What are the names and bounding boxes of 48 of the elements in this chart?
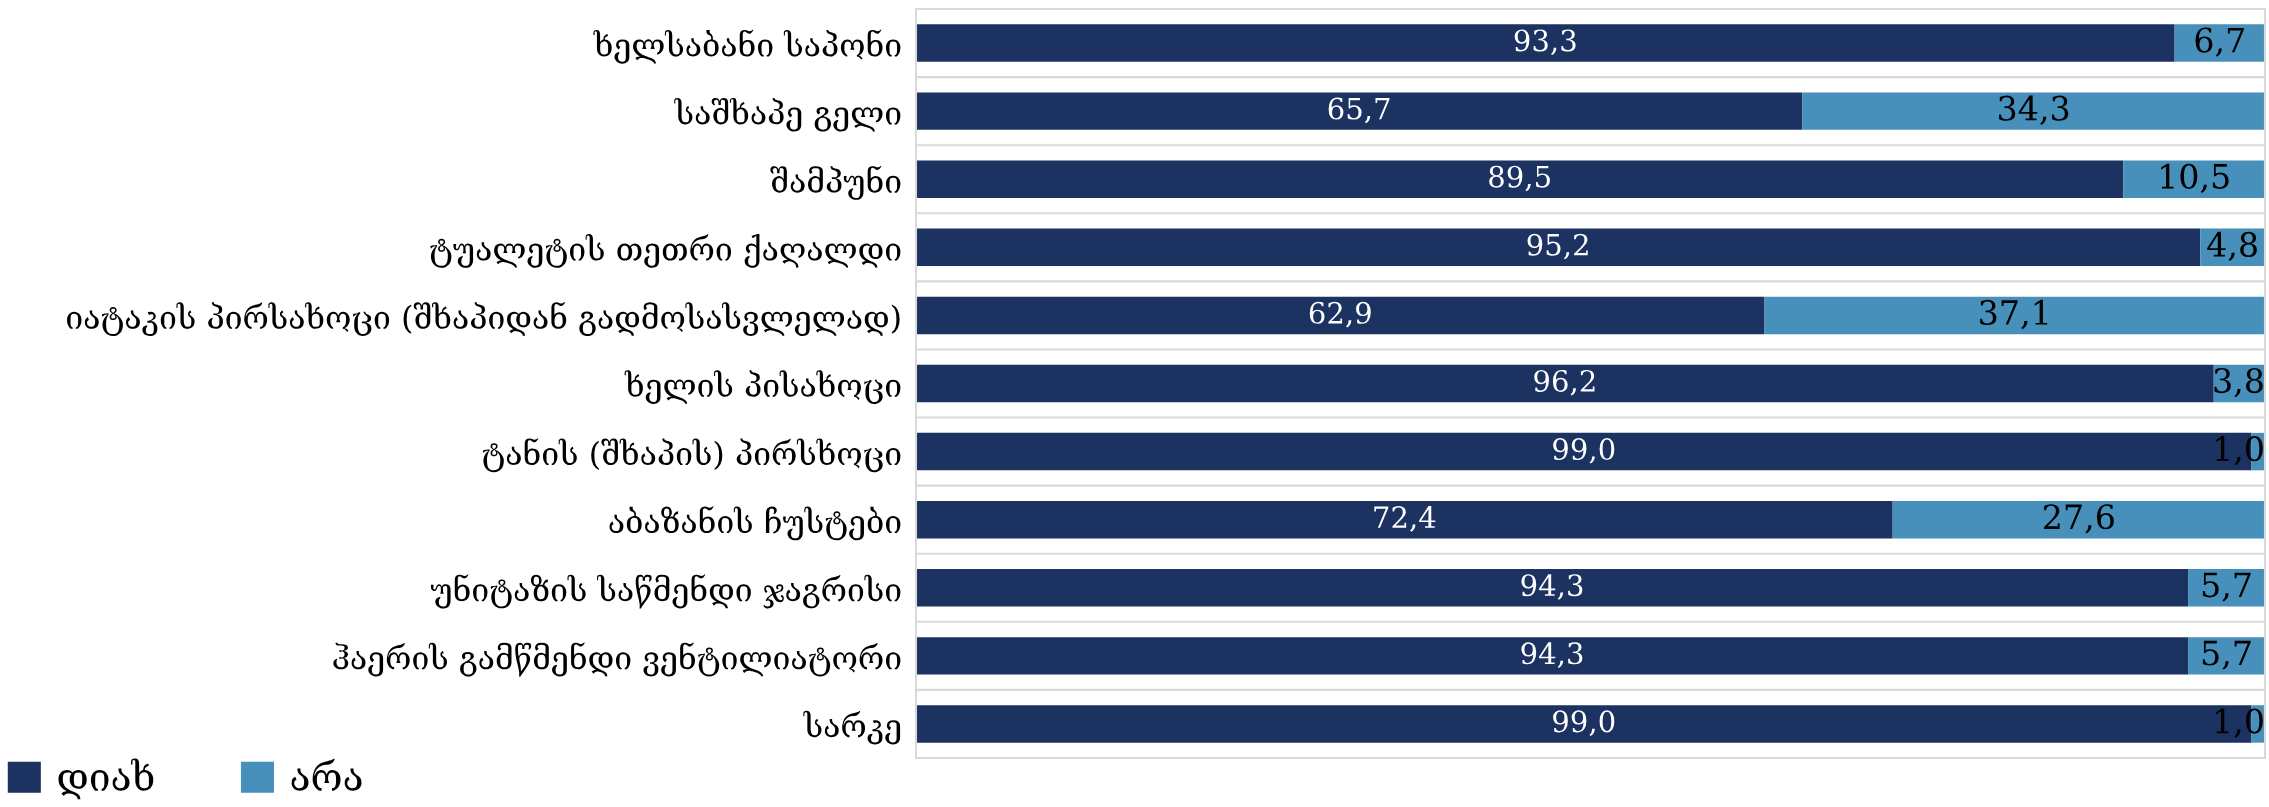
data-label: 89,5 bbox=[1489, 165, 1550, 192]
y-tick-label: აბაზანის ჩუსტები bbox=[609, 506, 901, 541]
data-label: 72,4 bbox=[1374, 506, 1436, 532]
y-tick-label: იატაკის პირსახოცი (შხაპიდან გადმოსასვლელად) bbox=[67, 301, 900, 337]
data-label: 4,8 bbox=[2207, 231, 2257, 262]
bar bbox=[916, 92, 1803, 130]
bar bbox=[1764, 296, 2265, 335]
bar bbox=[916, 364, 2214, 403]
data-label: 95,2 bbox=[1527, 233, 1588, 260]
bar bbox=[916, 569, 2189, 607]
bar bbox=[2188, 637, 2265, 675]
data-label: 94,3 bbox=[1521, 642, 1583, 668]
y-tick-label: ხელსაბანი საპონი bbox=[593, 29, 901, 64]
data-label: 34,3 bbox=[1999, 95, 2069, 125]
y-tick-label: უნიტაზის საწმენდი ჯაგრისი bbox=[430, 574, 901, 609]
data-label: 94,3 bbox=[1521, 574, 1583, 600]
bar bbox=[916, 500, 1893, 539]
data-label: 99,0 bbox=[1553, 710, 1615, 736]
bar bbox=[1892, 500, 2265, 539]
y-tick-label: სარკე bbox=[803, 710, 901, 745]
data-label: 62,9 bbox=[1309, 301, 1371, 328]
bar bbox=[1802, 92, 2265, 130]
data-label: 65,7 bbox=[1328, 97, 1390, 124]
bar bbox=[916, 228, 2201, 267]
data-label: 6,7 bbox=[2195, 27, 2244, 57]
data-label: 3,8 bbox=[2214, 367, 2263, 398]
bar bbox=[916, 296, 1765, 335]
bar bbox=[916, 637, 2189, 675]
legend-label: დიახ bbox=[58, 758, 154, 800]
legend-label: არა bbox=[291, 758, 362, 791]
y-tick-label: ტუალეტის თეთრი ქაღალდი bbox=[430, 234, 901, 268]
data-label: 96,2 bbox=[1534, 369, 1595, 396]
data-label: 5,7 bbox=[2202, 640, 2251, 670]
y-tick-label: შამპუნი bbox=[770, 165, 901, 200]
bar bbox=[2174, 24, 2265, 62]
y-tick-label: ჰაერის გამწმენდი ვენტილიატორი bbox=[333, 642, 901, 677]
y-tick-label: ტანის (შხაპის) პირსხოცი bbox=[482, 438, 901, 473]
data-label: 99,0 bbox=[1553, 437, 1615, 464]
bar bbox=[916, 24, 2175, 62]
y-tick-label: ხელის პისახოცი bbox=[624, 370, 901, 404]
data-label: 5,7 bbox=[2202, 572, 2251, 602]
data-label: 93,3 bbox=[1514, 29, 1576, 56]
data-label: 27,6 bbox=[2043, 504, 2114, 534]
bar bbox=[916, 160, 2124, 198]
bar bbox=[2123, 160, 2265, 198]
data-label: 37,1 bbox=[1980, 299, 2048, 330]
y-tick-label: საშხაპე გელი bbox=[674, 97, 901, 132]
data-label: 10,5 bbox=[2161, 163, 2229, 193]
